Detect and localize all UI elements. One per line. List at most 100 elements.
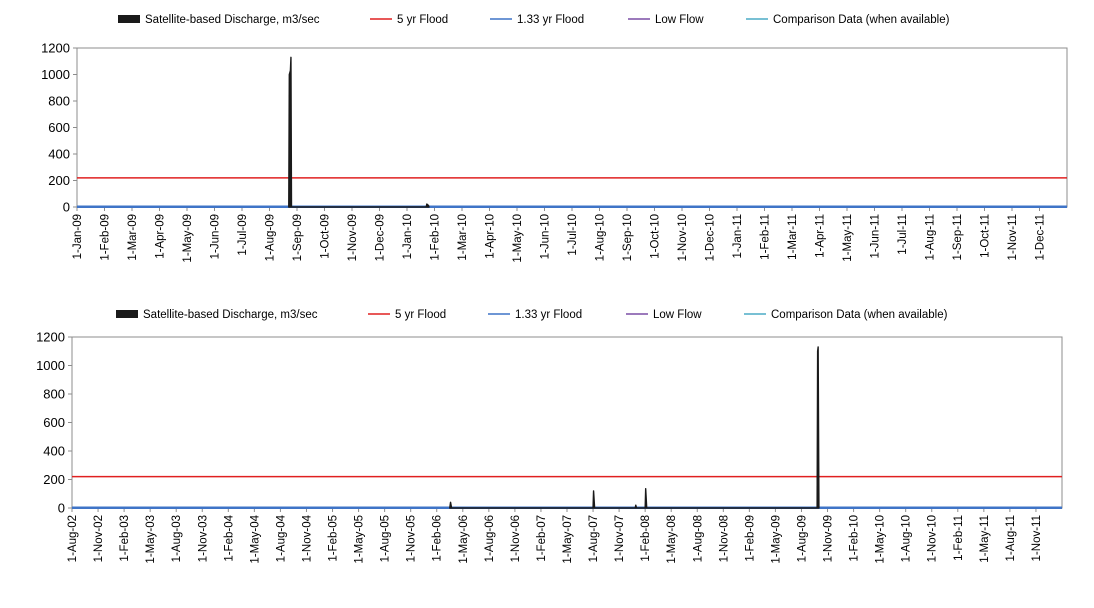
x-tick-label: 1-Nov-02 bbox=[93, 515, 105, 562]
x-tick-label: 1-Nov-04 bbox=[301, 514, 313, 562]
x-tick-label: 1-Aug-10 bbox=[901, 515, 913, 562]
x-tick-label: 1-Mar-09 bbox=[127, 214, 139, 261]
x-tick-label: 1-Nov-08 bbox=[718, 515, 730, 562]
chart-2: Satellite-based Discharge, m3/sec 5 yr Fl… bbox=[36, 309, 1063, 564]
x-tick-label: 1-Oct-10 bbox=[650, 214, 662, 259]
x-tick-label: 1-Feb-06 bbox=[432, 515, 444, 562]
y-tick-label: 1000 bbox=[41, 67, 70, 82]
series-discharge-area bbox=[449, 346, 820, 509]
x-tick-label: 1-Nov-03 bbox=[197, 515, 209, 562]
y-tick-label: 600 bbox=[43, 415, 65, 430]
x-tick-label: 1-Nov-10 bbox=[927, 515, 939, 562]
y-tick-label: 0 bbox=[63, 200, 70, 215]
plot-area bbox=[76, 47, 1068, 208]
x-tick-label: 1-Feb-05 bbox=[328, 515, 340, 562]
x-tick-label: 1-Feb-09 bbox=[100, 214, 112, 261]
x-tick-label: 1-Oct-09 bbox=[320, 214, 332, 259]
legend-label: 1.33 yr Flood bbox=[515, 309, 582, 321]
x-tick-label: 1-Nov-09 bbox=[347, 214, 359, 261]
x-tick-label: 1-Feb-08 bbox=[640, 515, 652, 562]
x-tick-label: 1-Nov-11 bbox=[1031, 515, 1043, 561]
x-tick-label: 1-Dec-10 bbox=[705, 214, 717, 261]
x-tick-label: 1-May-08 bbox=[666, 515, 678, 564]
legend-swatch-bar bbox=[118, 15, 140, 23]
y-tick-label: 1000 bbox=[36, 358, 65, 373]
x-tick-label: 1-Nov-09 bbox=[823, 515, 835, 562]
x-tick-label: 1-Mar-11 bbox=[787, 214, 799, 260]
x-tick-label: 1-Jun-10 bbox=[540, 214, 552, 259]
legend-swatch-bar bbox=[116, 310, 138, 318]
x-tick-label: 1-Aug-05 bbox=[380, 515, 392, 562]
x-tick-label: 1-Feb-07 bbox=[536, 515, 548, 562]
x-tick-label: 1-Feb-09 bbox=[744, 515, 756, 562]
x-tick-label: 1-Dec-11 bbox=[1035, 214, 1047, 260]
x-tick-label: 1-Feb-11 bbox=[953, 515, 965, 561]
x-tick-label: 1-May-03 bbox=[145, 515, 157, 564]
x-tick-label: 1-May-06 bbox=[458, 515, 470, 564]
y-axis: 0 200 400 600 800 1000 1200 bbox=[36, 330, 72, 516]
y-tick-label: 200 bbox=[43, 472, 65, 487]
x-tick-label: 1-Aug-02 bbox=[67, 515, 79, 562]
x-tick-label: 1-Feb-10 bbox=[430, 214, 442, 261]
y-tick-label: 600 bbox=[48, 120, 70, 135]
x-tick-label: 1-May-09 bbox=[182, 214, 194, 263]
x-tick-label: 1-Sep-10 bbox=[622, 214, 634, 261]
x-tick-label: 1-Aug-04 bbox=[275, 514, 287, 562]
x-tick-label: 1-Nov-05 bbox=[406, 515, 418, 562]
x-tick-label: 1-Jun-09 bbox=[210, 214, 222, 259]
series-group bbox=[77, 56, 1067, 208]
y-tick-label: 200 bbox=[48, 173, 70, 188]
y-tick-label: 1200 bbox=[36, 330, 65, 345]
x-tick-label: 1-May-05 bbox=[354, 515, 366, 564]
x-tick-label: 1-Nov-07 bbox=[614, 515, 626, 562]
y-tick-label: 0 bbox=[58, 501, 65, 516]
plot-area bbox=[71, 336, 1063, 509]
x-tick-label: 1-Jan-10 bbox=[402, 214, 414, 259]
x-tick-label: 1-Feb-11 bbox=[760, 214, 772, 260]
x-tick-label: 1-Aug-06 bbox=[484, 515, 496, 562]
legend-label: 1.33 yr Flood bbox=[517, 14, 584, 26]
x-tick-label: 1-May-10 bbox=[512, 214, 524, 263]
legend-label: Low Flow bbox=[655, 14, 704, 26]
x-tick-label: 1-Aug-03 bbox=[171, 515, 183, 562]
x-tick-label: 1-Jan-09 bbox=[72, 214, 84, 259]
legend-label: Low Flow bbox=[653, 309, 702, 321]
x-tick-label: 1-Jul-09 bbox=[237, 214, 249, 256]
x-tick-label: 1-Jun-11 bbox=[870, 214, 882, 259]
x-tick-label: 1-Aug-08 bbox=[692, 515, 704, 562]
x-tick-label: 1-Aug-09 bbox=[796, 515, 808, 562]
legend-label: 5 yr Flood bbox=[395, 309, 446, 321]
x-tick-label: 1-Oct-11 bbox=[980, 214, 992, 258]
x-tick-label: 1-May-09 bbox=[770, 515, 782, 564]
y-tick-label: 400 bbox=[43, 444, 65, 459]
x-tick-label: 1-Aug-11 bbox=[1005, 515, 1017, 561]
x-tick-label: 1-May-04 bbox=[249, 514, 261, 563]
x-tick-label: 1-Jul-10 bbox=[567, 214, 579, 256]
x-axis: 1-Aug-02 1-Nov-02 1-Feb-03 1-May-03 1-Aug-03… bbox=[67, 508, 1043, 564]
x-tick-label: 1-Nov-11 bbox=[1007, 214, 1019, 260]
x-tick-label: 1-Mar-10 bbox=[457, 214, 469, 261]
legend-label: Satellite-based Discharge, m3/sec bbox=[143, 309, 318, 321]
legend: Satellite-based Discharge, m3/sec 5 yr Fl… bbox=[116, 309, 948, 321]
x-tick-label: 1-Nov-10 bbox=[677, 214, 689, 261]
y-tick-label: 400 bbox=[48, 147, 70, 162]
x-tick-label: 1-May-10 bbox=[875, 515, 887, 564]
legend-label: Comparison Data (when available) bbox=[771, 309, 948, 321]
x-tick-label: 1-Apr-10 bbox=[485, 214, 497, 259]
x-tick-label: 1-Jan-11 bbox=[732, 214, 744, 259]
x-tick-label: 1-Aug-11 bbox=[925, 214, 937, 260]
y-tick-label: 800 bbox=[43, 387, 65, 402]
y-tick-label: 1200 bbox=[41, 41, 70, 56]
x-tick-label: 1-Feb-03 bbox=[119, 515, 131, 562]
x-tick-label: 1-Sep-11 bbox=[952, 214, 964, 260]
x-tick-label: 1-Dec-09 bbox=[375, 214, 387, 261]
y-tick-label: 800 bbox=[48, 94, 70, 109]
x-tick-label: 1-May-07 bbox=[562, 515, 574, 564]
x-tick-label: 1-Apr-09 bbox=[155, 214, 167, 259]
x-tick-label: 1-Aug-07 bbox=[588, 515, 600, 562]
x-axis: 1-Jan-09 1-Feb-09 1-Mar-09 1-Apr-09 1-May-09… bbox=[72, 207, 1047, 263]
series-discharge-area bbox=[288, 56, 430, 208]
x-tick-label: 1-Jul-11 bbox=[897, 214, 909, 255]
x-tick-label: 1-Sep-09 bbox=[292, 214, 304, 261]
